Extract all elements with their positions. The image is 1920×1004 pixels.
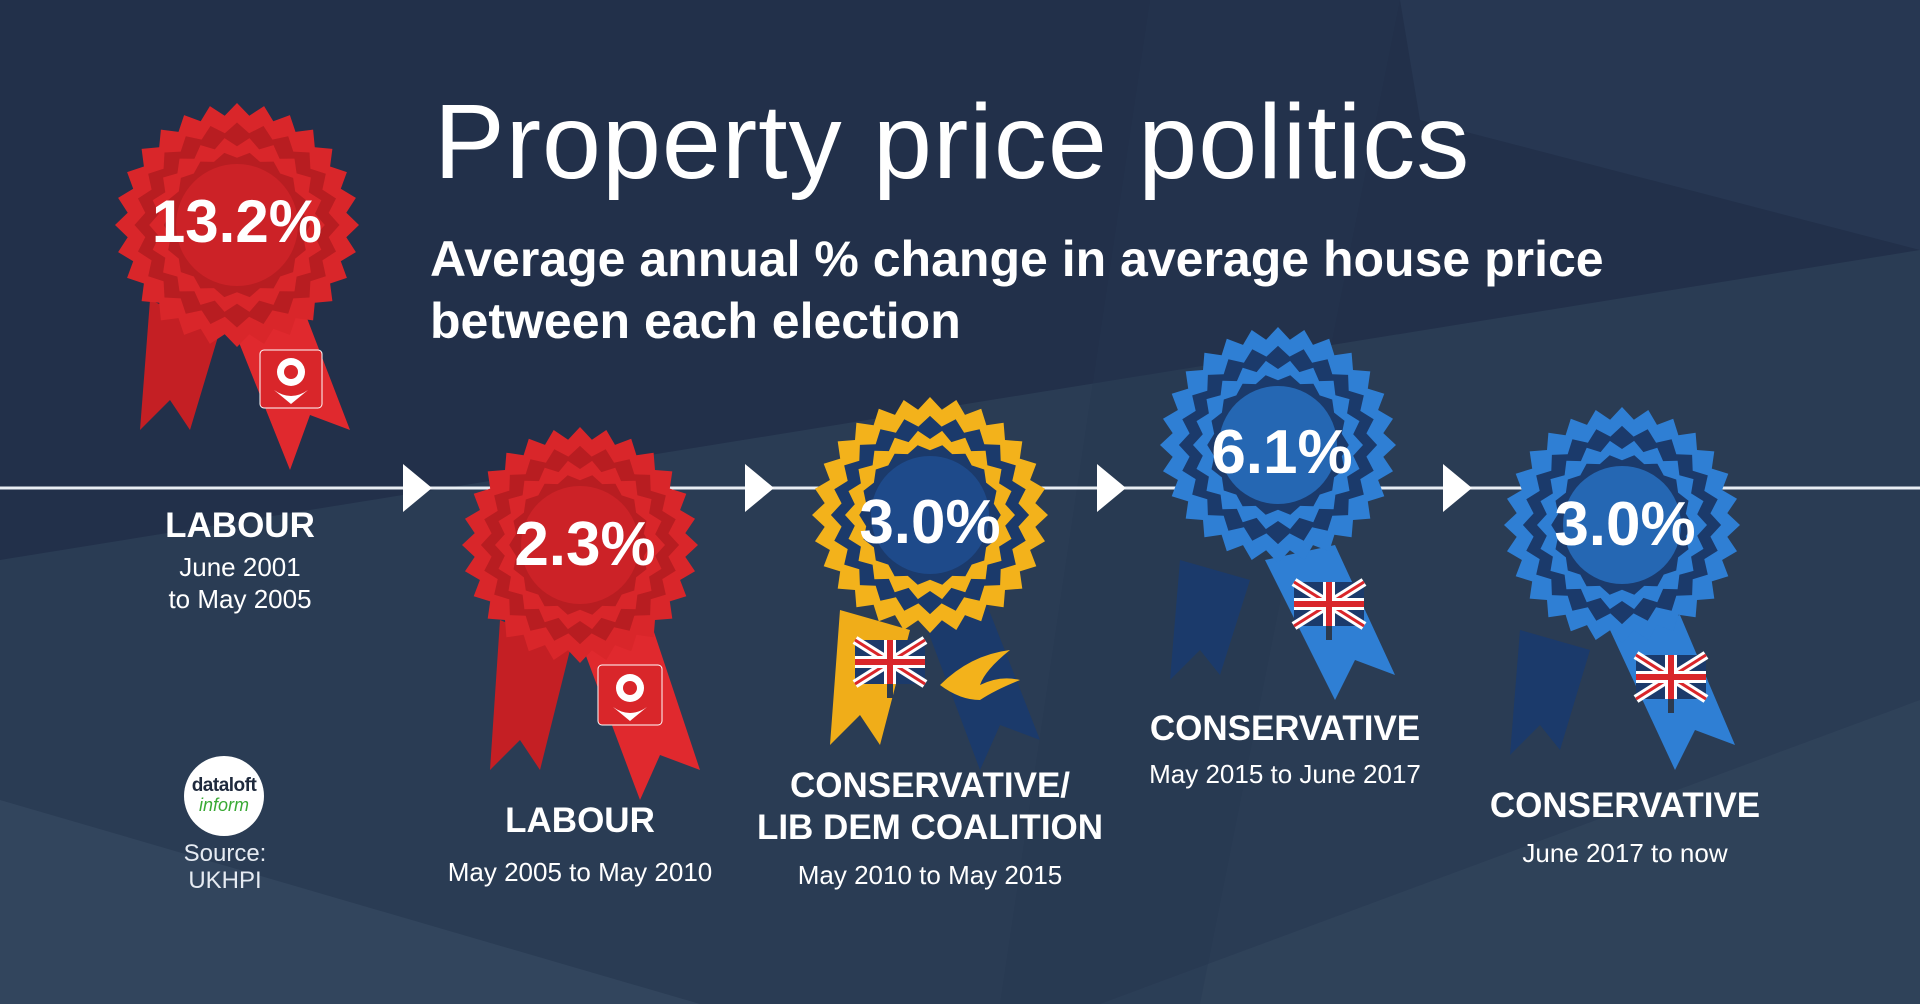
period-dates-line: June 2001	[179, 552, 301, 582]
page-title: Property price politics	[434, 83, 1471, 201]
subtitle-line: between each election	[430, 293, 961, 349]
period-dates: June 2001 to May 2005	[140, 551, 340, 615]
union-jack-tree-icon	[852, 636, 928, 698]
rosette-labour-2001: 13.2%	[115, 103, 359, 470]
logo-line: inform	[198, 795, 249, 815]
period-label-2: LABOUR May 2005 to May 2010	[420, 800, 740, 888]
subtitle-line: Average annual % change in average house…	[430, 231, 1604, 287]
rosette-center	[521, 486, 639, 604]
rosette-value: 6.1%	[1211, 418, 1352, 487]
timeline-arrow-icon	[1443, 464, 1472, 512]
period-dates: May 2010 to May 2015	[797, 860, 1063, 890]
rose-icon	[259, 349, 323, 409]
rosette-value: 3.0%	[1554, 490, 1695, 559]
timeline-arrow-icon	[403, 464, 432, 512]
party-name-line: LIB DEM COALITION	[756, 808, 1104, 847]
rosette-conservative-2017: 3.0%	[1504, 407, 1740, 770]
party-name-line: CONSERVATIVE/	[789, 766, 1071, 805]
rosette-conservative-2015: 6.1%	[1160, 327, 1396, 700]
period-dates: May 2005 to May 2010	[447, 857, 713, 887]
party-name: LABOUR	[165, 506, 315, 545]
rosette-center	[1219, 386, 1337, 504]
period-label-5: CONSERVATIVE June 2017 to now	[1470, 785, 1780, 869]
rosette-center	[871, 456, 989, 574]
rosette-value: 13.2%	[152, 188, 322, 255]
party-name: CONSERVATIVE	[1149, 709, 1421, 748]
logo-line: dataloft	[191, 775, 257, 796]
rose-icon	[597, 664, 663, 726]
rosette-coalition: 3.0%	[812, 397, 1048, 770]
period-label-1: LABOUR June 2001 to May 2005	[140, 505, 340, 615]
rosette-value: 3.0%	[859, 488, 1000, 557]
period-dates: May 2015 to June 2017	[1149, 759, 1421, 789]
dataloft-logo: dataloft inform	[184, 756, 264, 836]
libdem-bird-icon	[940, 650, 1020, 700]
source-note: Source: UKHPI	[160, 840, 290, 894]
period-dates: June 2017 to now	[1522, 838, 1728, 868]
page-subtitle: Average annual % change in average house…	[430, 228, 1680, 352]
party-name: CONSERVATIVE	[1489, 786, 1761, 825]
timeline-arrow-icon	[745, 464, 774, 512]
union-jack-tree-icon	[1291, 578, 1367, 640]
union-jack-tree-icon	[1633, 651, 1709, 713]
rosette-center	[1563, 466, 1681, 584]
rosette-value: 2.3%	[514, 510, 655, 579]
party-name: LABOUR	[505, 801, 655, 840]
period-dates-line: to May 2005	[168, 584, 312, 614]
source-value: UKHPI	[188, 867, 262, 894]
rosette-center	[176, 164, 298, 286]
period-label-3: CONSERVATIVE/ LIB DEM COALITION May 2010…	[740, 765, 1120, 891]
rosette-labour-2005: 2.3%	[462, 427, 700, 800]
period-label-4: CONSERVATIVE May 2015 to June 2017	[1120, 708, 1450, 790]
source-label: Source:	[183, 840, 267, 867]
timeline-arrow-icon	[1097, 464, 1126, 512]
